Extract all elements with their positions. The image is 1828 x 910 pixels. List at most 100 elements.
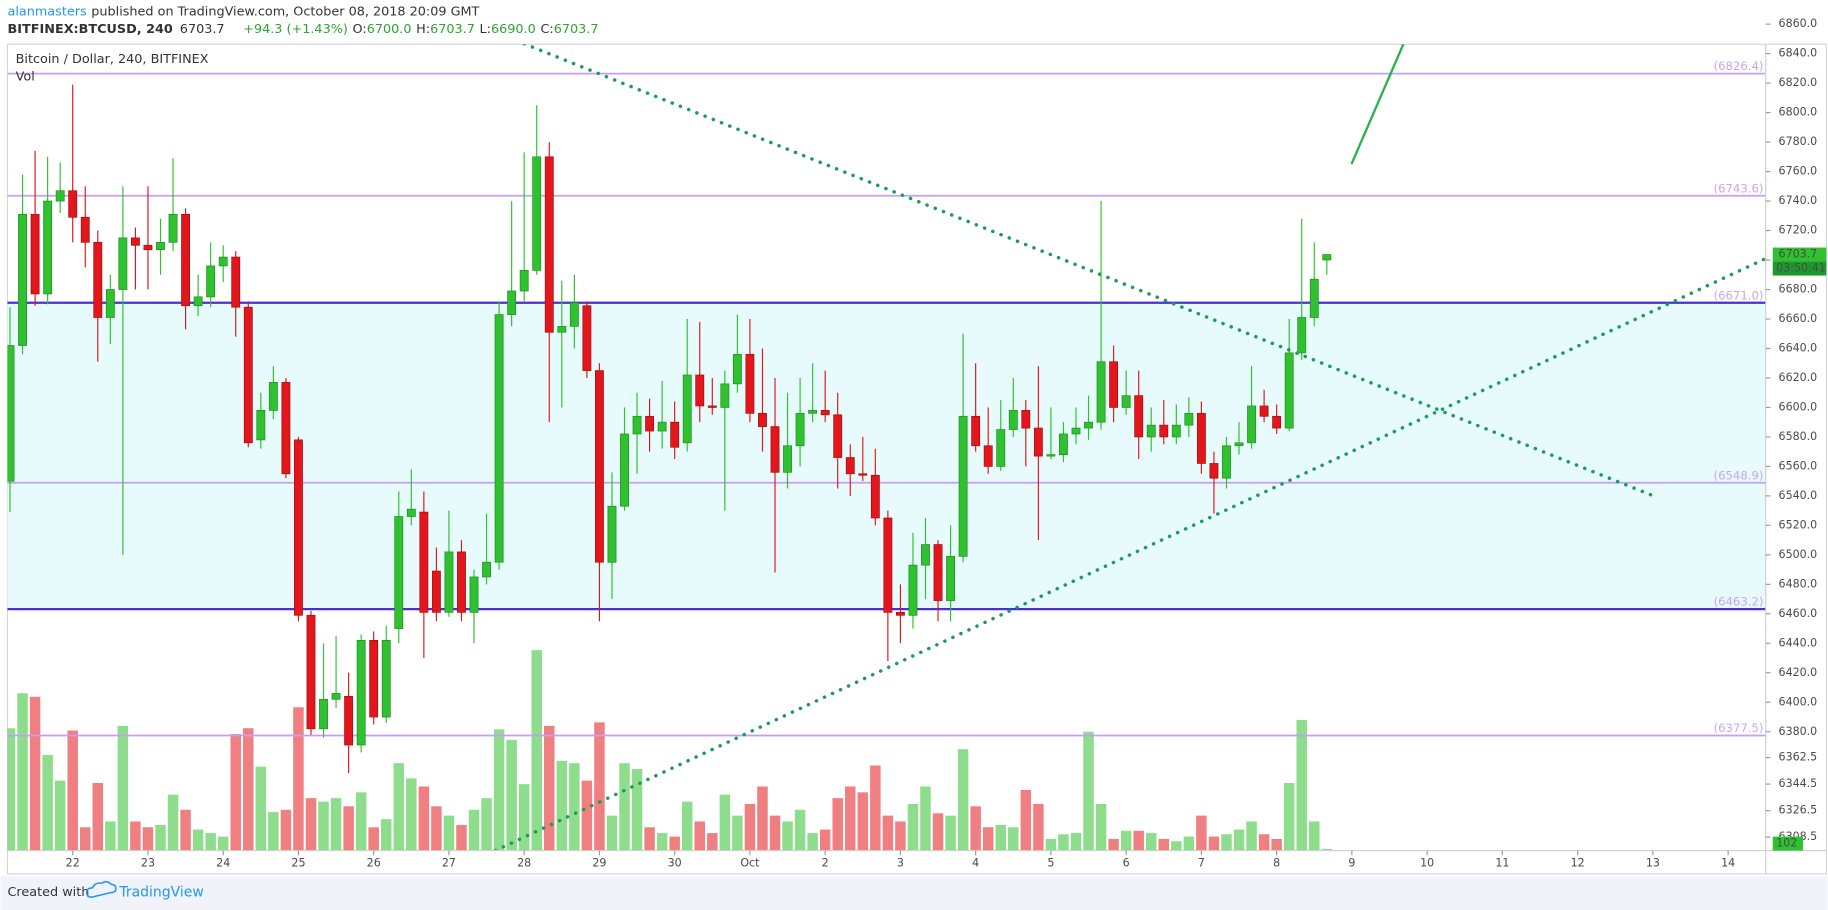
- volume-bar: [1083, 731, 1094, 851]
- candle-body: [356, 640, 366, 746]
- candle-body: [80, 216, 90, 243]
- volume-bar: [870, 765, 881, 851]
- volume-bar: [255, 766, 267, 851]
- candle-body: [557, 326, 567, 333]
- price-box-label: 6703.7: [1779, 248, 1818, 261]
- candle-body: [1121, 395, 1131, 408]
- y-tick-label: 6540.0: [1779, 489, 1818, 502]
- candle-body: [908, 564, 918, 616]
- volume-bar: [819, 829, 831, 851]
- volume-bar: [54, 780, 66, 851]
- y-tick-label: 6500.0: [1779, 548, 1818, 561]
- footer-brand[interactable]: TradingView: [118, 885, 203, 901]
- candle-body: [1222, 445, 1231, 479]
- trendline: [1350, 44, 1405, 165]
- x-tick-label: 13: [1646, 856, 1660, 869]
- volume-bar: [757, 786, 768, 851]
- y-tick-label: 6800.0: [1779, 106, 1818, 119]
- volume-bar: [1171, 841, 1182, 851]
- volume-bar: [1283, 782, 1295, 851]
- y-tick-label: 6760.0: [1779, 165, 1818, 178]
- candle-body: [958, 415, 968, 557]
- axes: 6308.56326.56344.56362.56380.06400.06420…: [7, 17, 1827, 874]
- x-tick-label: 2: [822, 856, 829, 869]
- candle-body: [1309, 278, 1319, 318]
- x-tick-label: 8: [1273, 856, 1280, 869]
- y-tick-label: 6420.0: [1779, 666, 1818, 679]
- volume-bar: [1258, 834, 1270, 851]
- y-tick-label: 6720.0: [1779, 224, 1818, 237]
- candle-body: [707, 405, 717, 408]
- volume-bar: [920, 786, 931, 851]
- symbol-line: BITFINEX:BTCUSD, 240 6703.7 +94.3 (+1.43%)…: [7, 22, 598, 37]
- level-label: (6377.5): [1714, 721, 1764, 735]
- level-label: (6548.9): [1714, 468, 1764, 482]
- volume-bar: [29, 696, 41, 851]
- candle-body: [18, 213, 27, 346]
- candle-body: [895, 611, 905, 616]
- open-value: 6700.0: [367, 22, 412, 37]
- volume-box-label: 102: [1776, 837, 1797, 850]
- candle-body: [419, 511, 429, 613]
- change: +94.3 (+1.43%): [243, 22, 348, 37]
- candle-body: [732, 354, 742, 385]
- volume-bar: [845, 786, 856, 851]
- candle-body: [93, 241, 103, 318]
- candle-body: [946, 555, 956, 601]
- volume-bar: [644, 827, 655, 851]
- y-tick-label: 6820.0: [1779, 76, 1818, 89]
- volume-bar: [17, 693, 28, 851]
- volume-bar: [694, 821, 706, 851]
- x-tick-label: 10: [1420, 856, 1434, 869]
- price-box: [1772, 247, 1827, 262]
- candle-body: [795, 412, 805, 447]
- volume-bar: [945, 815, 956, 851]
- candle-body: [1134, 395, 1144, 438]
- published-line: alanmasters published on TradingView.com,…: [7, 4, 479, 19]
- volume-bar: [293, 707, 304, 851]
- candle-body: [7, 345, 15, 482]
- candle-body: [507, 290, 517, 315]
- candle-body: [1046, 454, 1056, 457]
- level-label: (6463.2): [1714, 595, 1764, 609]
- candle-body: [143, 244, 153, 251]
- candle-body: [281, 382, 291, 475]
- candle-body: [331, 693, 341, 700]
- candle-body: [469, 576, 479, 613]
- level-label: (6671.0): [1714, 288, 1764, 302]
- volume-bar: [1183, 836, 1195, 851]
- candle-body: [206, 265, 216, 298]
- volume-bar: [243, 728, 254, 851]
- candle-body: [431, 570, 441, 613]
- candle-body: [532, 156, 542, 271]
- volume-bar: [719, 794, 731, 851]
- candle-body: [406, 508, 416, 517]
- volume-bar: [80, 827, 91, 851]
- candle-body: [68, 190, 78, 218]
- candle-body: [758, 412, 767, 427]
- close-label: C:: [540, 22, 553, 37]
- candle-body: [1247, 405, 1256, 444]
- y-tick-label: 6780.0: [1779, 135, 1818, 148]
- volume-bar: [280, 809, 292, 851]
- y-tick-label: 6326.5: [1779, 804, 1818, 817]
- x-tick-label: Oct: [740, 856, 760, 869]
- volume-bar: [932, 813, 944, 851]
- x-tick-label: 12: [1571, 856, 1585, 869]
- candle-body: [1146, 424, 1156, 438]
- candle-body: [193, 296, 203, 307]
- candle-body: [218, 256, 228, 267]
- candle-body: [294, 439, 303, 616]
- author-link[interactable]: alanmasters: [7, 4, 86, 19]
- candle-body: [620, 433, 629, 507]
- volume-bar: [205, 833, 216, 851]
- high-label: H:: [416, 22, 430, 37]
- volume-bar: [1120, 830, 1132, 851]
- volume-bar: [1108, 838, 1119, 851]
- volume-bar: [895, 821, 906, 851]
- volume-bar: [1233, 829, 1245, 851]
- candle-body: [971, 415, 981, 447]
- volume-bar: [569, 763, 580, 851]
- x-tick-label: 4: [972, 856, 979, 869]
- volume-bar: [380, 819, 392, 851]
